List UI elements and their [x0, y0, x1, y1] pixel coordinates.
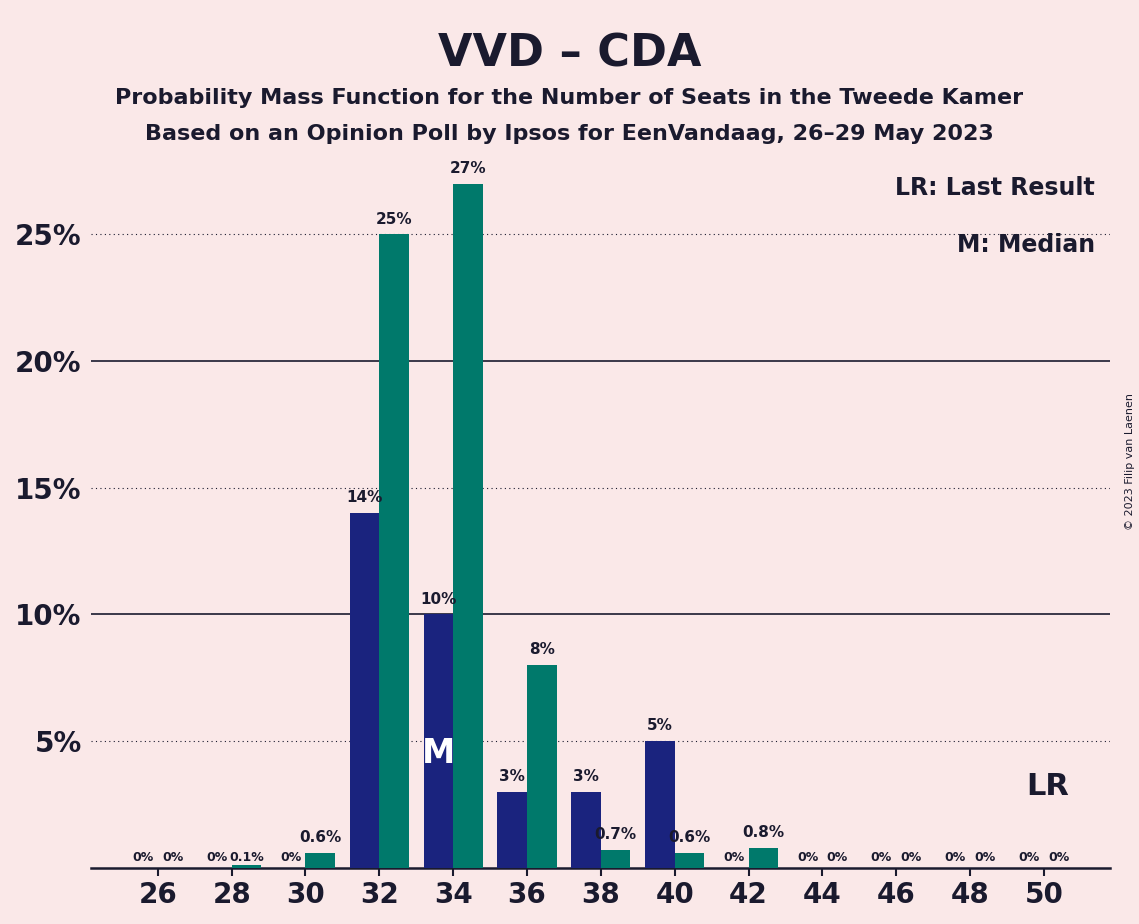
- Text: © 2023 Filip van Laenen: © 2023 Filip van Laenen: [1125, 394, 1134, 530]
- Text: 3%: 3%: [499, 769, 525, 784]
- Text: 0%: 0%: [206, 851, 228, 864]
- Text: 0.6%: 0.6%: [669, 830, 711, 845]
- Text: 5%: 5%: [647, 719, 673, 734]
- Bar: [498, 792, 527, 868]
- Text: Based on an Opinion Poll by Ipsos for EenVandaag, 26–29 May 2023: Based on an Opinion Poll by Ipsos for Ee…: [145, 124, 994, 144]
- Text: 27%: 27%: [450, 161, 486, 176]
- Text: 3%: 3%: [573, 769, 599, 784]
- Text: LR: Last Result: LR: Last Result: [895, 176, 1095, 200]
- Bar: [453, 184, 483, 868]
- Text: 0.7%: 0.7%: [595, 828, 637, 843]
- Text: 0.1%: 0.1%: [229, 851, 264, 864]
- Text: 0.6%: 0.6%: [300, 830, 342, 845]
- Text: LR: LR: [1026, 772, 1070, 801]
- Bar: [645, 741, 674, 868]
- Text: 0%: 0%: [797, 851, 818, 864]
- Text: M: M: [421, 737, 454, 771]
- Bar: [572, 792, 601, 868]
- Bar: [601, 850, 630, 868]
- Text: 0%: 0%: [974, 851, 995, 864]
- Bar: [350, 513, 379, 868]
- Text: 0%: 0%: [827, 851, 847, 864]
- Text: 0%: 0%: [132, 851, 154, 864]
- Text: 25%: 25%: [376, 212, 412, 226]
- Text: Probability Mass Function for the Number of Seats in the Tweede Kamer: Probability Mass Function for the Number…: [115, 88, 1024, 108]
- Text: 0.8%: 0.8%: [743, 825, 785, 840]
- Text: 0%: 0%: [944, 851, 966, 864]
- Text: 8%: 8%: [528, 642, 555, 658]
- Text: 14%: 14%: [346, 491, 383, 505]
- Text: 0%: 0%: [900, 851, 921, 864]
- Bar: [674, 853, 704, 868]
- Bar: [424, 614, 453, 868]
- Text: 0%: 0%: [1018, 851, 1040, 864]
- Text: 0%: 0%: [280, 851, 302, 864]
- Text: M: Median: M: Median: [957, 233, 1095, 257]
- Text: 0%: 0%: [1048, 851, 1070, 864]
- Bar: [379, 235, 409, 868]
- Bar: [748, 847, 778, 868]
- Text: 0%: 0%: [162, 851, 183, 864]
- Bar: [527, 665, 557, 868]
- Bar: [305, 853, 335, 868]
- Text: 10%: 10%: [420, 591, 457, 607]
- Bar: [231, 865, 261, 868]
- Text: 0%: 0%: [871, 851, 892, 864]
- Text: 0%: 0%: [723, 851, 745, 864]
- Text: VVD – CDA: VVD – CDA: [437, 32, 702, 76]
